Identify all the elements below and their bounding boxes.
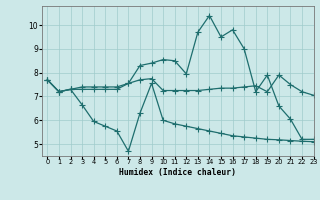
X-axis label: Humidex (Indice chaleur): Humidex (Indice chaleur) [119,168,236,177]
